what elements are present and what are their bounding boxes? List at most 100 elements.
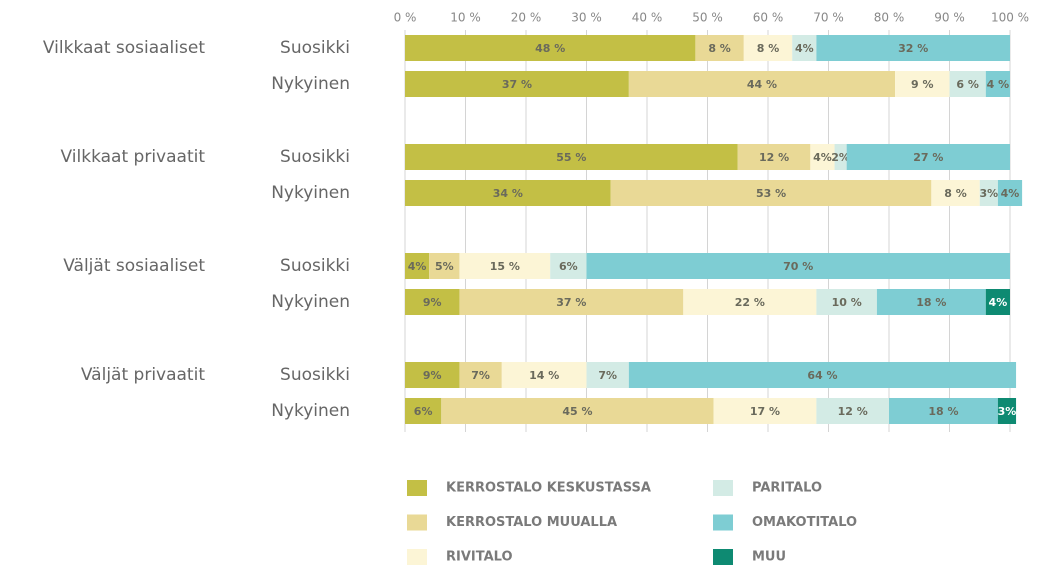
value-label: 7%: [598, 369, 617, 382]
bar-segment: [997, 180, 1023, 206]
value-label: 27 %: [913, 151, 943, 164]
value-label: 8 %: [757, 42, 780, 55]
category-label: Suosikki: [280, 38, 350, 58]
legend-label: KERROSTALO MUUALLA: [446, 515, 617, 530]
group-label: Väljät sosiaaliset: [63, 256, 205, 276]
x-tick-label: 90 %: [934, 11, 965, 25]
value-label: 14 %: [529, 369, 559, 382]
category-label: Nykyinen: [271, 401, 350, 421]
bar-segment: [405, 398, 442, 424]
bar-segment: [405, 71, 629, 97]
category-label: Suosikki: [280, 256, 350, 276]
value-label: 17 %: [750, 405, 780, 418]
value-label: 45 %: [562, 405, 592, 418]
bar-segment: [949, 71, 986, 97]
x-tick-label: 40 %: [632, 11, 663, 25]
value-label: 8 %: [944, 187, 967, 200]
x-tick-label: 0 %: [394, 11, 417, 25]
legend-label: OMAKOTITALO: [752, 515, 857, 530]
value-label: 4 %: [987, 78, 1010, 91]
bar-segment: [743, 35, 793, 61]
value-label: 53 %: [756, 187, 786, 200]
value-label: 22 %: [735, 296, 765, 309]
group-label: Vilkkaat sosiaaliset: [43, 38, 205, 58]
value-label: 2%: [831, 151, 850, 164]
legend-swatch: [407, 480, 427, 496]
value-label: 9%: [423, 369, 442, 382]
group-label: Väljät privaatit: [81, 365, 205, 385]
legend-swatch: [407, 549, 427, 565]
value-label: 5%: [435, 260, 454, 273]
legend-label: PARITALO: [752, 481, 822, 496]
x-tick-label: 100 %: [991, 11, 1029, 25]
bar-segment: [459, 289, 684, 315]
bar-segment: [876, 289, 986, 315]
value-label: 8 %: [708, 42, 731, 55]
value-label: 34 %: [493, 187, 523, 200]
bar-segment: [979, 180, 998, 206]
group-label: Vilkkaat privaatit: [61, 147, 206, 167]
category-label: Suosikki: [280, 365, 350, 385]
value-label: 6 %: [956, 78, 979, 91]
legend-label: MUU: [752, 550, 786, 565]
bar-segment: [459, 362, 502, 388]
bar-segment: [997, 398, 1017, 424]
category-label: Nykyinen: [271, 292, 350, 312]
bar-segment: [628, 362, 1017, 388]
bar-segment: [610, 180, 932, 206]
legend-swatch: [713, 514, 733, 531]
value-label: 7%: [471, 369, 490, 382]
value-label: 44 %: [747, 78, 777, 91]
legend-label: KERROSTALO KESKUSTASSA: [446, 481, 651, 496]
x-tick-label: 70 %: [813, 11, 844, 25]
bar-segment: [405, 253, 430, 279]
bar-segment: [834, 144, 847, 170]
bar-segment: [501, 362, 587, 388]
value-label: 4%: [1001, 187, 1020, 200]
bar-segment: [792, 35, 817, 61]
x-tick-label: 60 %: [753, 11, 784, 25]
value-label: 55 %: [556, 151, 586, 164]
bar-segment: [985, 71, 1010, 97]
x-tick-label: 30 %: [571, 11, 602, 25]
value-label: 48 %: [535, 42, 565, 55]
bar-segment: [695, 35, 744, 61]
value-label: 37 %: [502, 78, 532, 91]
value-label: 10 %: [832, 296, 862, 309]
bar-segment: [405, 180, 611, 206]
value-label: 6%: [414, 405, 433, 418]
legend-label: RIVITALO: [446, 550, 513, 565]
bar-segment: [405, 289, 460, 315]
value-label: 18 %: [928, 405, 958, 418]
bar-segment: [816, 35, 1010, 61]
bar-segment: [810, 144, 835, 170]
value-label: 12 %: [838, 405, 868, 418]
value-label: 9 %: [911, 78, 934, 91]
bar-segment: [683, 289, 817, 315]
value-label: 70 %: [783, 260, 813, 273]
bar-segment: [931, 180, 980, 206]
bar-segment: [895, 71, 950, 97]
value-label: 12 %: [759, 151, 789, 164]
value-label: 32 %: [898, 42, 928, 55]
bar-segment: [429, 253, 460, 279]
category-label: Nykyinen: [271, 74, 350, 94]
bar-segment: [713, 398, 817, 424]
bar-segment: [816, 398, 889, 424]
legend-swatch: [407, 514, 427, 531]
bar-segment: [628, 71, 896, 97]
bar-segment: [816, 289, 877, 315]
bar-segment: [985, 289, 1010, 315]
category-label: Nykyinen: [271, 183, 350, 203]
x-tick-label: 50 %: [692, 11, 723, 25]
legend-swatch: [713, 480, 733, 496]
value-label: 64 %: [807, 369, 837, 382]
category-label: Suosikki: [280, 147, 350, 167]
bar-segment: [586, 362, 629, 388]
value-label: 4%: [408, 260, 427, 273]
bar-segment: [737, 144, 811, 170]
bar-segment: [441, 398, 714, 424]
value-label: 37 %: [556, 296, 586, 309]
value-label: 6%: [559, 260, 578, 273]
